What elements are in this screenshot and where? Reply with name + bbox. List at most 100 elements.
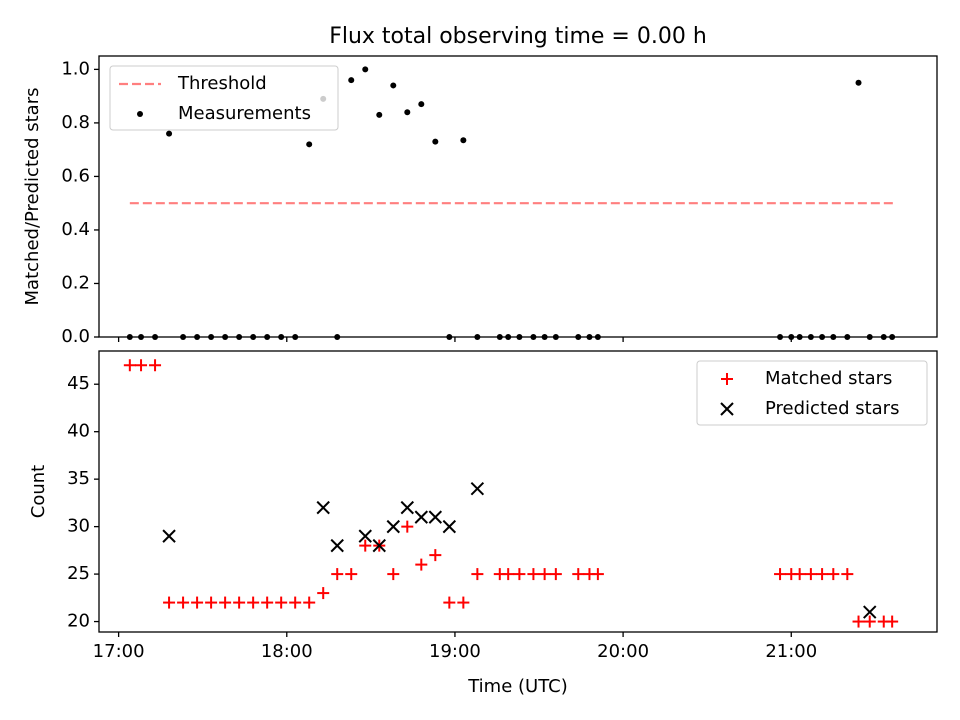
measurements-point bbox=[516, 334, 523, 340]
measurements-point bbox=[432, 138, 439, 145]
predicted-stars-point bbox=[400, 500, 415, 515]
matched-stars-point bbox=[163, 596, 176, 609]
matched-stars-point bbox=[471, 568, 484, 581]
y-tick-label: 40 bbox=[67, 421, 90, 442]
measurements-point bbox=[460, 137, 467, 144]
measurements-point bbox=[777, 334, 784, 340]
measurements-point bbox=[208, 334, 215, 340]
top-panel: Flux total observing time = 0.00 h Match… bbox=[22, 24, 938, 347]
measurements-point bbox=[855, 79, 862, 86]
measurements-point bbox=[138, 334, 145, 340]
matched-stars-point bbox=[123, 359, 136, 372]
bottom-legend-box bbox=[696, 360, 928, 426]
measurements-point bbox=[474, 334, 481, 340]
measurements-point bbox=[552, 334, 559, 340]
chart-title: Flux total observing time = 0.00 h bbox=[329, 24, 707, 49]
matched-stars-point bbox=[345, 568, 358, 581]
matched-stars-point bbox=[247, 596, 260, 609]
matched-stars-point bbox=[219, 596, 232, 609]
matched-stars-legend-label: Matched stars bbox=[765, 368, 892, 389]
predicted-stars-point bbox=[358, 529, 372, 543]
predicted-stars-point bbox=[863, 605, 877, 619]
matched-stars-point bbox=[205, 596, 218, 609]
matched-stars-point bbox=[513, 568, 526, 581]
predicted-stars-point bbox=[386, 519, 400, 534]
measurements-point bbox=[594, 334, 601, 340]
matched-stars-point bbox=[233, 596, 246, 609]
matched-stars-point bbox=[387, 568, 400, 581]
measurements-point bbox=[376, 111, 383, 118]
predicted-stars-point bbox=[162, 529, 176, 543]
predicted-stars-point bbox=[372, 538, 386, 553]
matched-stars-point bbox=[401, 520, 414, 533]
y-tick-label: 20 bbox=[67, 611, 90, 632]
matched-stars-point bbox=[135, 359, 148, 372]
measurements-point bbox=[292, 334, 299, 340]
matched-stars-point bbox=[774, 568, 787, 581]
matched-stars-point bbox=[275, 596, 288, 609]
y-tick-label: 0.6 bbox=[61, 165, 90, 186]
matched-stars-point bbox=[886, 615, 899, 628]
y-tick-label: 1.0 bbox=[61, 58, 90, 79]
measurements-point bbox=[889, 334, 896, 340]
matched-stars-point bbox=[572, 568, 585, 581]
measurements-point bbox=[306, 141, 313, 148]
predicted-stars-legend-swatch bbox=[720, 402, 734, 416]
y-tick-label: 0.8 bbox=[61, 112, 90, 133]
top-ylabel: Matched/Predicted stars bbox=[22, 88, 43, 306]
matched-stars-point bbox=[591, 568, 604, 581]
bottom-marks: 20 25 30 35 40 45 17:00 18:00 19:00 20:00 21:00 bbox=[67, 359, 899, 662]
matched-stars-point bbox=[415, 558, 428, 571]
matched-stars-point bbox=[429, 549, 442, 562]
matched-stars-point bbox=[863, 615, 876, 628]
measurements-point bbox=[348, 77, 355, 84]
x-tick-label: 17:00 bbox=[93, 641, 145, 662]
measurements-point bbox=[418, 101, 425, 108]
matched-stars-point bbox=[852, 615, 865, 628]
measurements-point bbox=[166, 130, 173, 137]
predicted-stars-point bbox=[414, 510, 429, 524]
measurements-point bbox=[362, 66, 369, 73]
measurements-point bbox=[126, 334, 133, 340]
measurements-point bbox=[180, 334, 187, 340]
y-tick-label: 0.0 bbox=[61, 326, 90, 347]
x-tick-label: 18:00 bbox=[261, 641, 313, 662]
measurements-point bbox=[807, 334, 814, 340]
measurements-point bbox=[334, 334, 341, 340]
measurements-point bbox=[788, 334, 795, 340]
matched-stars-point bbox=[793, 568, 806, 581]
measurements-point bbox=[575, 334, 582, 340]
top-legend: Threshold Measurements bbox=[109, 65, 339, 131]
matched-stars-point bbox=[804, 568, 817, 581]
measurements-point bbox=[264, 334, 271, 340]
matched-stars-point bbox=[538, 568, 551, 581]
x-tick-label: 19:00 bbox=[429, 641, 481, 662]
bottom-legend: Matched stars Predicted stars bbox=[696, 360, 928, 426]
matched-stars-point bbox=[527, 568, 540, 581]
predicted-stars-legend-label: Predicted stars bbox=[765, 398, 899, 419]
measurements-point bbox=[880, 334, 887, 340]
matched-stars-point bbox=[149, 359, 162, 372]
measurements-point bbox=[250, 334, 257, 340]
measurements-point bbox=[278, 334, 285, 340]
measurements-point bbox=[796, 334, 803, 340]
y-tick-label: 30 bbox=[67, 516, 90, 537]
x-axis-label: Time (UTC) bbox=[467, 676, 568, 697]
x-tick-label: 20:00 bbox=[597, 641, 649, 662]
matched-stars-point bbox=[317, 587, 330, 600]
predicted-stars-point bbox=[470, 481, 485, 496]
y-tick-label: 0.4 bbox=[61, 219, 90, 240]
predicted-stars-point bbox=[330, 538, 344, 553]
measurements-point bbox=[390, 82, 397, 89]
measurements-point bbox=[404, 109, 411, 116]
measurements-point bbox=[446, 334, 453, 340]
measurements-point bbox=[194, 334, 201, 340]
matched-stars-point bbox=[177, 596, 190, 609]
threshold-legend-label: Threshold bbox=[177, 73, 267, 94]
measurements-point bbox=[830, 334, 837, 340]
matched-stars-point bbox=[191, 596, 204, 609]
matched-stars-point bbox=[816, 568, 829, 581]
matched-stars-point bbox=[261, 596, 274, 609]
matched-stars-point bbox=[457, 596, 470, 609]
